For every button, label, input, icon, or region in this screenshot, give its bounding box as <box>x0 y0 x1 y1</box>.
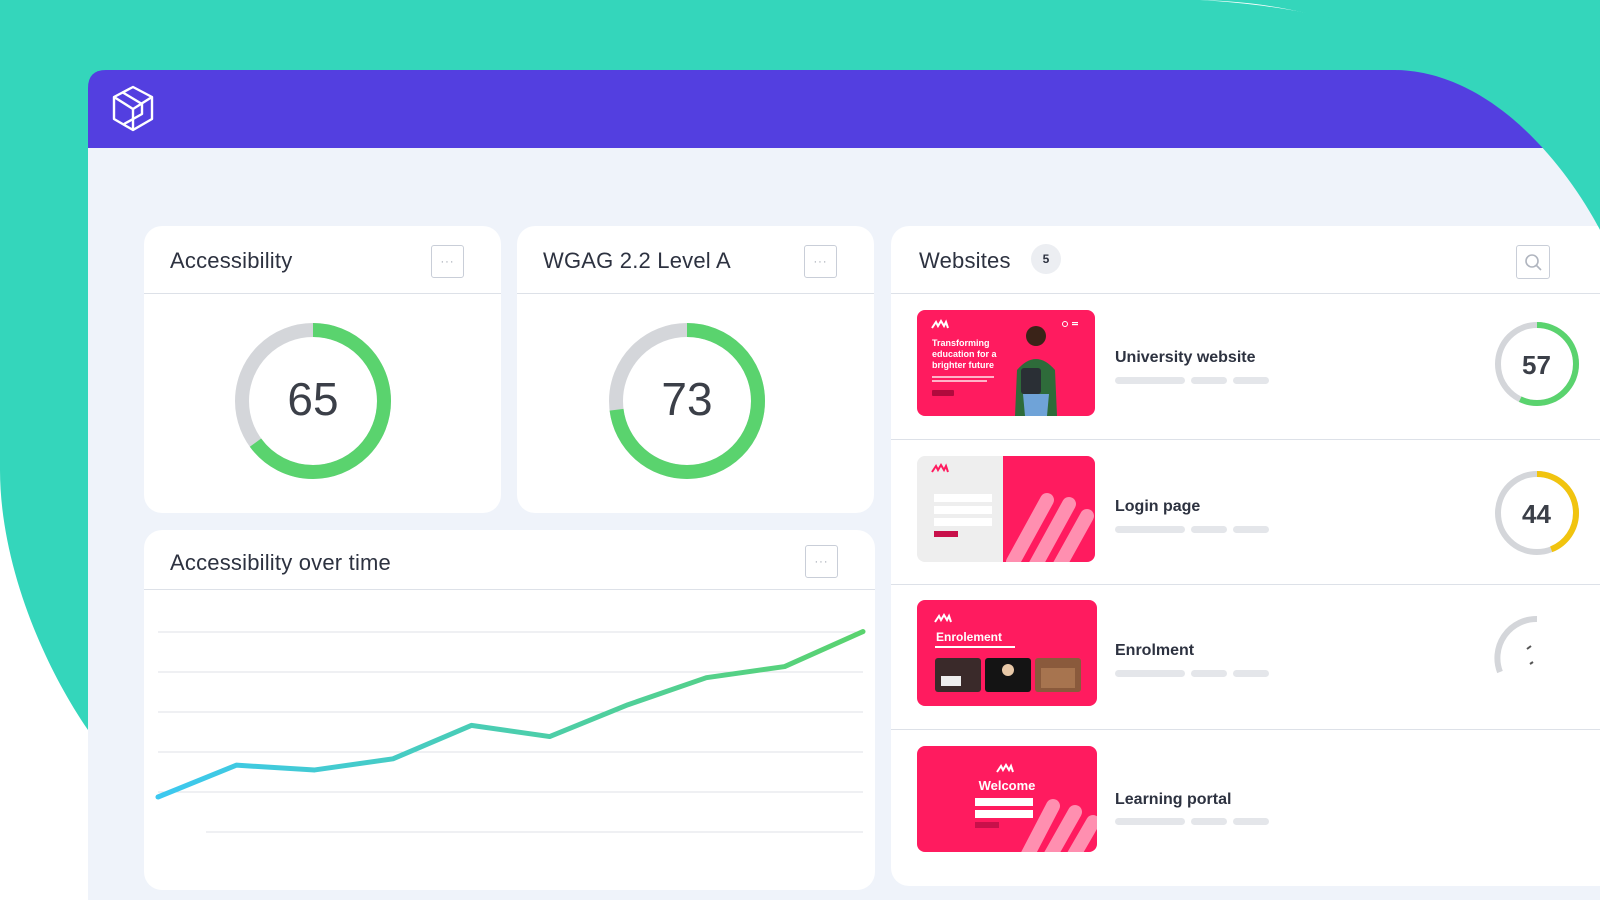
card-title: Accessibility over time <box>170 550 391 575</box>
more-options-button[interactable]: ··· <box>805 545 838 578</box>
score-value: 65 <box>287 373 339 425</box>
card-title: WGAG 2.2 Level A <box>543 248 731 273</box>
thumbnail-headline: Enrolement <box>936 630 1003 644</box>
thumbnail-graphic <box>917 746 1097 852</box>
website-score: 57 <box>1522 350 1551 380</box>
website-name: Enrolment <box>1115 642 1195 659</box>
dashboard-canvas: Accessibility ··· 65 WGAG 2.2 Level A ··… <box>88 148 1600 900</box>
card-header: Accessibility ··· <box>144 226 501 294</box>
website-row[interactable]: Transforming education for a brighter fu… <box>891 294 1600 440</box>
placeholder-bar <box>1115 670 1185 677</box>
more-options-button[interactable]: ··· <box>804 245 837 278</box>
thumbnail-headline: Transforming education for a brighter fu… <box>932 338 997 370</box>
score-donut: 73 <box>517 294 874 513</box>
website-score: 44 <box>1522 499 1551 529</box>
placeholder-bar <box>1191 377 1227 384</box>
donut-chart <box>144 294 501 513</box>
donut-chart <box>517 294 874 513</box>
donut-progress <box>616 330 758 472</box>
donut-progress <box>242 330 384 472</box>
website-score-donut <box>1491 467 1591 567</box>
website-name: Learning portal <box>1115 791 1232 808</box>
thumbnail-graphic <box>917 600 1097 706</box>
card-title: Websites <box>919 248 1011 273</box>
chart-series <box>158 631 863 797</box>
website-name: Login page <box>1115 498 1201 515</box>
website-row[interactable]: Welcome Learning portal <box>891 730 1600 886</box>
series-line <box>158 632 863 797</box>
placeholder-bar <box>1191 526 1227 533</box>
search-button[interactable] <box>1516 245 1550 279</box>
cube-logo-icon[interactable] <box>110 84 156 134</box>
placeholder-bar <box>1233 670 1269 677</box>
website-row[interactable]: Login page 44 <box>891 440 1600 585</box>
card-header: WGAG 2.2 Level A ··· <box>517 226 874 294</box>
card-header: Websites 5 <box>891 226 1600 294</box>
website-thumbnail: Enrolement <box>917 600 1097 706</box>
card-title: Accessibility <box>170 248 293 273</box>
search-icon <box>1517 246 1551 280</box>
placeholder-bar <box>1233 526 1269 533</box>
placeholder-bar <box>1115 818 1185 825</box>
thumbnail-graphic <box>917 310 1095 416</box>
score-value: 73 <box>661 373 713 425</box>
placeholder-bar <box>1115 377 1185 384</box>
app-window: Accessibility ··· 65 WGAG 2.2 Level A ··… <box>88 70 1600 900</box>
donut-progress <box>1498 325 1576 403</box>
website-name: University website <box>1115 349 1256 366</box>
placeholder-bar <box>1191 670 1227 677</box>
chart-gridlines <box>158 632 863 832</box>
website-row[interactable]: Enrolement Enrolment <box>891 585 1600 730</box>
website-thumbnail: Transforming education for a brighter fu… <box>917 310 1095 416</box>
accessibility-card: Accessibility ··· 65 <box>144 226 501 513</box>
line-chart <box>144 592 875 890</box>
placeholder-bar <box>1233 818 1269 825</box>
website-score-donut-loading <box>1491 612 1591 712</box>
thumbnail-headline: Welcome <box>978 778 1036 793</box>
card-header: Accessibility over time ··· <box>144 530 875 590</box>
placeholder-bar <box>1191 818 1227 825</box>
more-options-button[interactable]: ··· <box>431 245 464 278</box>
website-thumbnail: Welcome <box>917 746 1097 852</box>
wcag-card: WGAG 2.2 Level A ··· 73 <box>517 226 874 513</box>
donut-progress <box>1498 474 1576 552</box>
score-donut: 65 <box>144 294 501 513</box>
accessibility-over-time-card: Accessibility over time ··· <box>144 530 875 890</box>
website-score-donut <box>1491 318 1591 418</box>
placeholder-bar <box>1115 526 1185 533</box>
count-badge: 5 <box>1031 244 1061 274</box>
websites-card: Websites 5 <box>891 226 1600 886</box>
top-bar <box>88 70 1600 148</box>
website-thumbnail <box>917 456 1095 562</box>
thumbnail-graphic <box>917 456 1095 562</box>
placeholder-bar <box>1233 377 1269 384</box>
